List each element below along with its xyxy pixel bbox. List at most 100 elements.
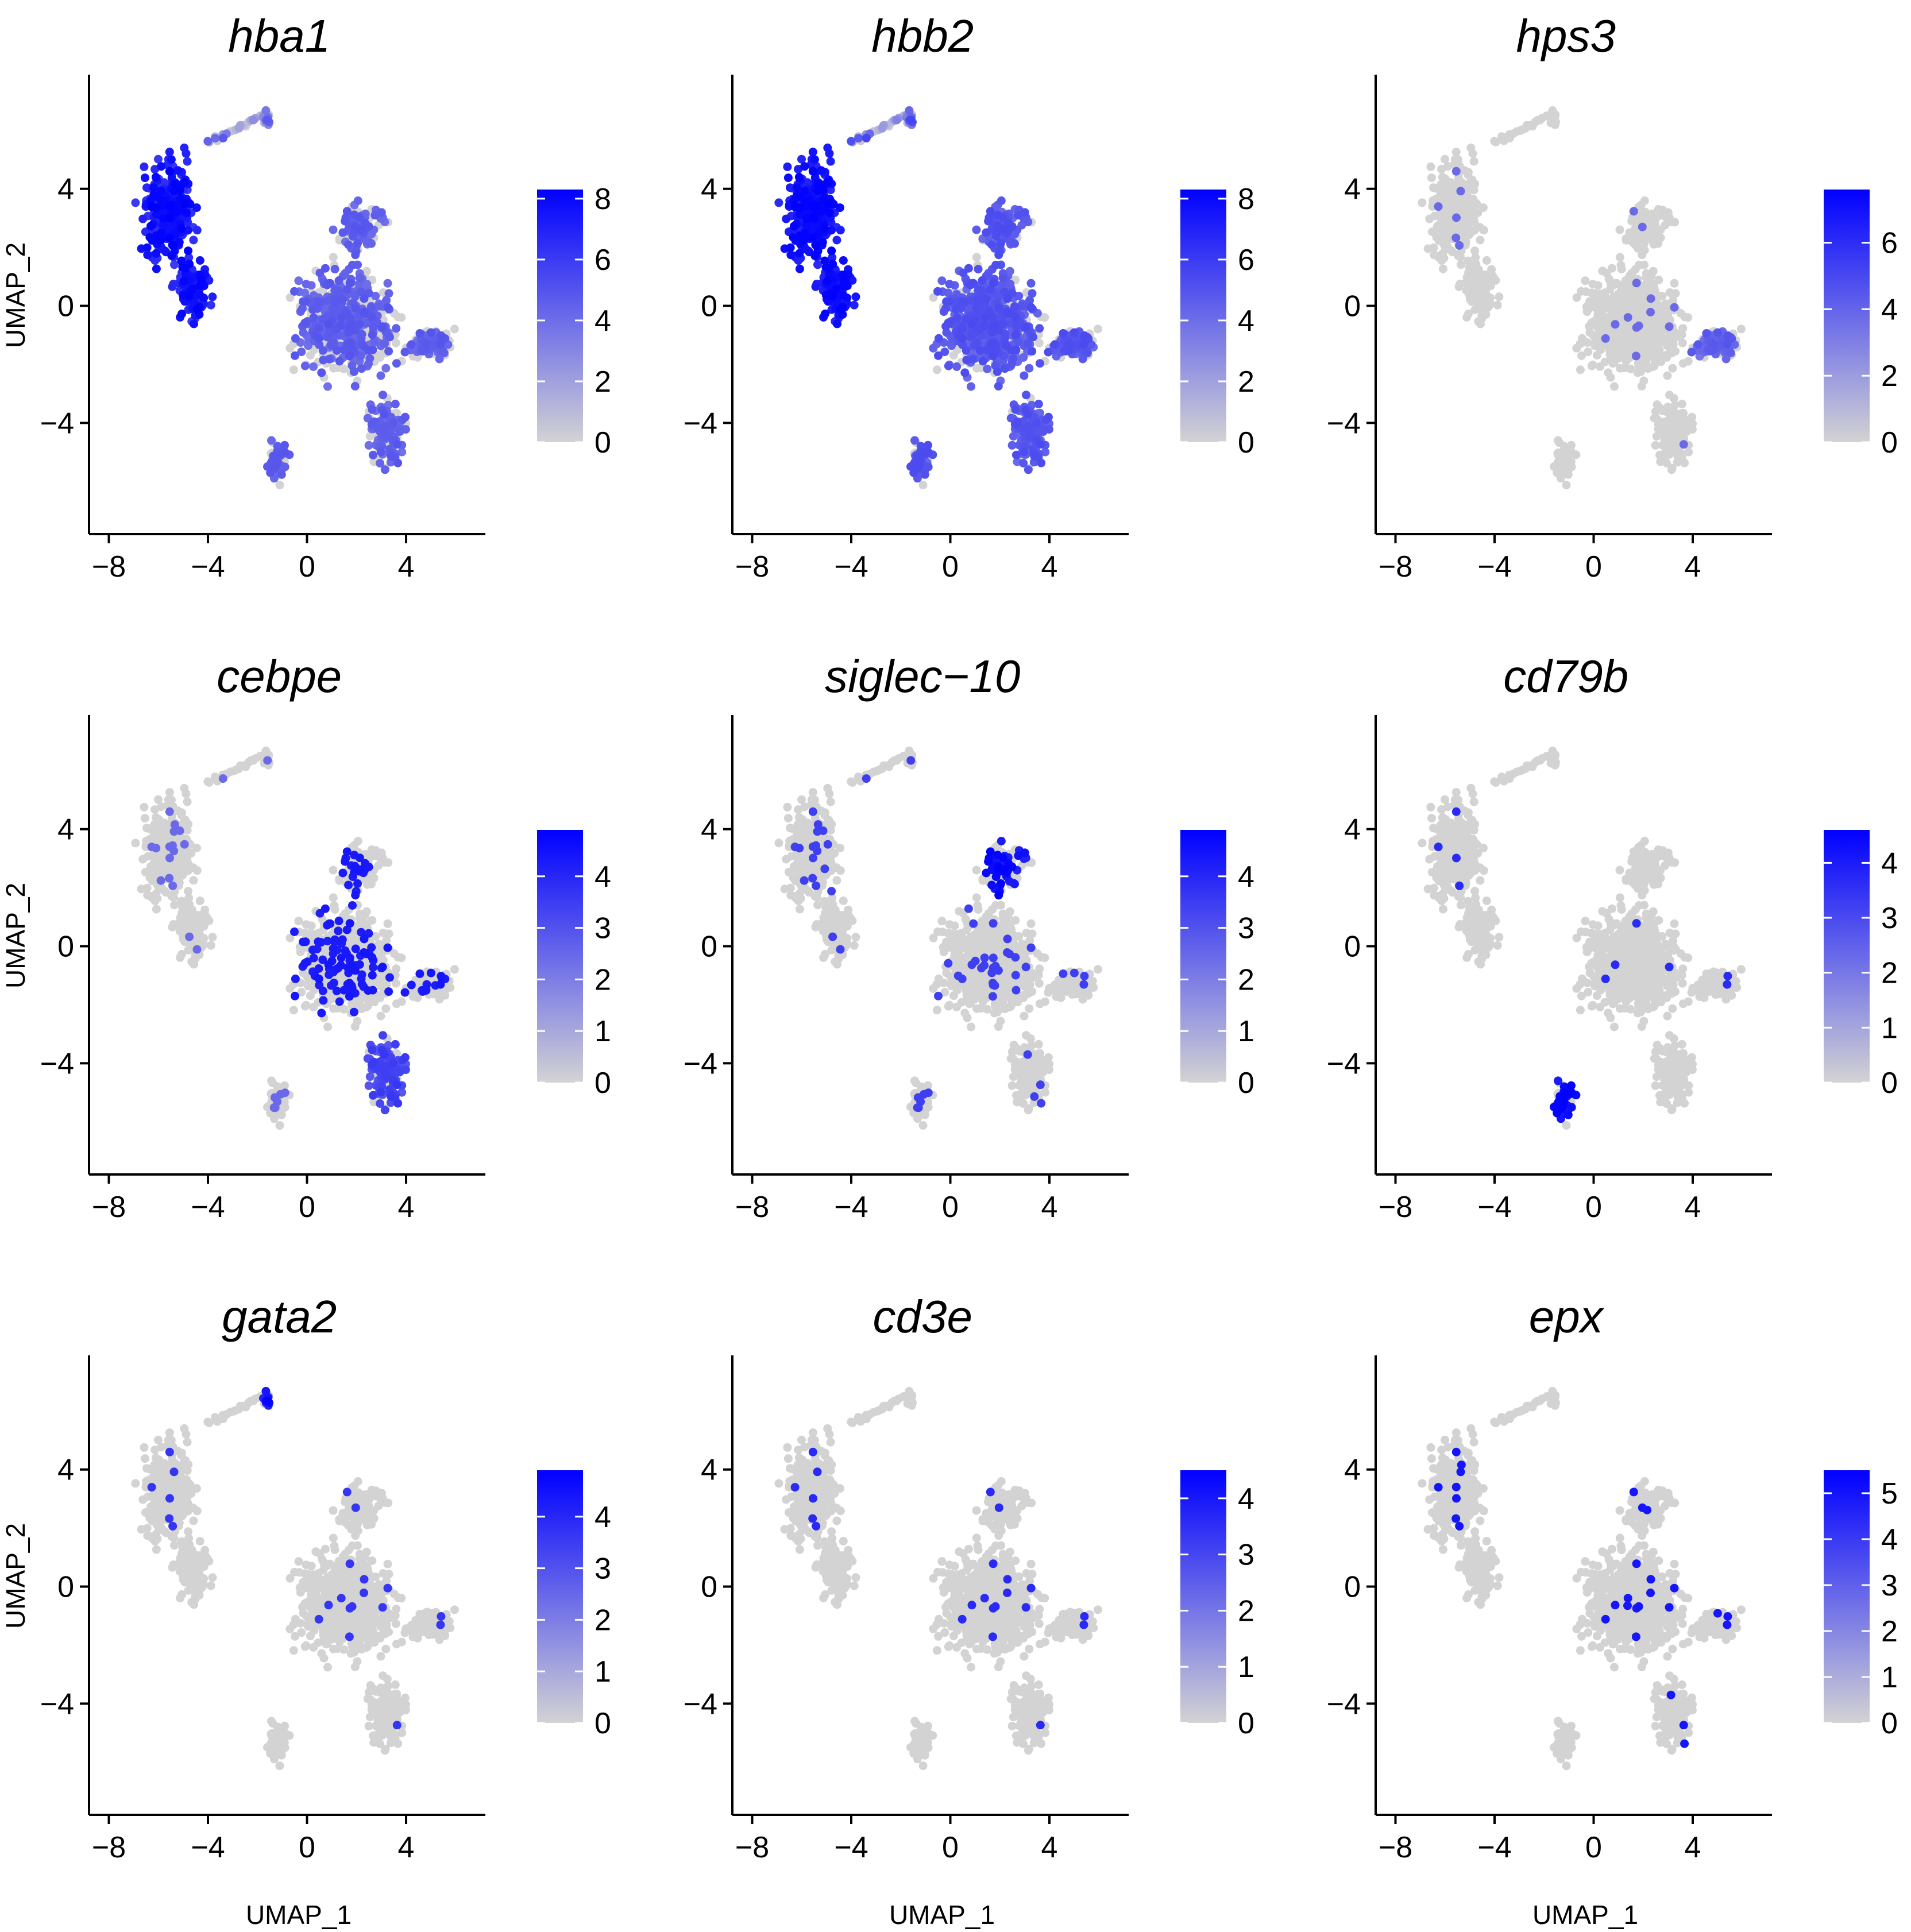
cell-point [1634,335,1642,345]
cell-point [1585,322,1593,331]
cell-point [1593,281,1603,290]
cell-point [371,292,380,300]
cell-point [1713,328,1722,337]
cell-point [1023,409,1032,419]
cell-point [812,241,821,250]
cell-point [828,292,837,301]
cell-point [319,356,328,365]
cell-point [1443,235,1452,245]
colorbar-tick-label: 2 [594,365,611,399]
cell-point [1670,442,1679,451]
cell-point [1576,365,1585,374]
cell-point [1003,294,1012,303]
cell-point [1464,310,1473,318]
cell-point [249,115,258,125]
cell-point [919,449,928,458]
cell-point [338,295,347,304]
cell-point [1426,162,1435,171]
cell-point [795,264,804,273]
cell-point [817,166,826,175]
cell-point [1667,434,1676,443]
cell-point [195,291,204,300]
cell-point [169,187,179,196]
cell-point [1671,420,1681,429]
cell-point [332,346,341,355]
cell-point [918,481,928,490]
cell-point [206,300,215,310]
cell-point [944,297,953,306]
colorbar-tick-label: 2 [1238,365,1254,399]
cell-point [980,320,989,330]
cell-point [1640,196,1649,205]
cell-point [1025,364,1034,373]
cell-point [1678,338,1687,347]
cell-point [380,465,389,474]
cell-point [1468,203,1477,212]
cell-point [329,364,338,373]
cell-point [184,246,193,256]
cell-point [998,213,1007,222]
cell-point [1464,170,1473,179]
cell-point [1437,165,1446,174]
cell-point [1070,328,1079,337]
y-tick-label: 0 [701,290,717,323]
cell-point [998,273,1007,283]
cell-point [192,866,202,875]
cell-point [208,933,217,942]
cell-point [334,276,343,285]
cell-point [365,432,375,441]
cell-point [415,329,424,338]
cell-point [1680,312,1689,322]
cell-point [180,177,189,187]
cell-point [1725,347,1735,357]
cell-point [1655,338,1665,347]
y-tick-label: 4 [701,173,717,206]
cell-point [906,115,916,125]
cell-point [944,361,953,370]
cell-point [991,261,1000,269]
cell-point [994,250,1003,260]
cell-point [375,351,384,360]
cell-point [327,341,335,350]
cell-point [1642,349,1651,358]
colorbar-tick-label: 4 [1238,304,1254,338]
cell-point [1059,329,1068,338]
cell-point [782,214,791,223]
cell-point [154,795,163,804]
cell-point [1548,106,1557,115]
cell-point [149,183,158,192]
cell-point [774,198,783,207]
cell-point [1080,331,1089,340]
cell-point [851,292,860,302]
cell-point [977,286,986,295]
cell-point [994,381,1003,391]
cell-point [291,351,299,360]
cell-point [188,284,197,293]
colorbar-tick-label: 4 [594,304,611,338]
cell-point [368,330,377,339]
cell-point [1633,299,1642,308]
cell-point [847,137,856,146]
colorbar-tick-label: 0 [1238,426,1254,459]
cell-point [952,362,962,371]
cell-point [437,331,446,340]
cell-point [1638,292,1647,301]
cell-point [984,217,993,226]
panel-title: cebpe [217,651,342,702]
cell-point [1638,222,1647,231]
cell-point [197,275,206,284]
cell-point [1024,465,1033,474]
cell-point [826,157,835,166]
cell-point [1427,227,1437,237]
cell-point [177,224,186,233]
colorbar-tick-label: 6 [1881,227,1898,260]
cell-point [361,218,370,227]
cell-point [185,292,194,301]
cell-point [1014,211,1023,220]
cell-point [267,436,276,445]
cell-point [1050,340,1059,349]
cell-point [913,463,922,472]
cell-point [1030,451,1039,461]
cell-point [167,155,176,164]
